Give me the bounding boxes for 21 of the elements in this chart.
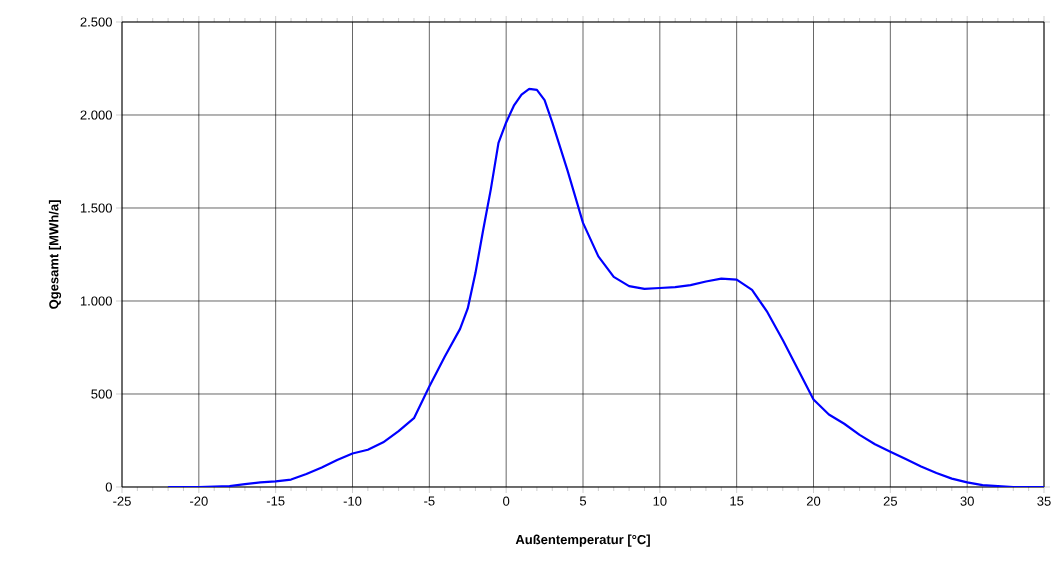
x-tick-label: 30 xyxy=(960,496,974,506)
x-tick-label: 10 xyxy=(653,496,667,506)
y-tick-label: 1.000 xyxy=(80,296,112,306)
y-tick-label: 0 xyxy=(105,482,112,492)
x-tick-label: -5 xyxy=(424,496,435,506)
x-tick-label: -10 xyxy=(343,496,362,506)
y-tick-label: 1.500 xyxy=(80,203,112,213)
x-tick-label: 5 xyxy=(579,496,587,506)
y-axis-title: Qgesamt [MWh/a] xyxy=(48,200,62,309)
x-axis-title: Außentemperatur [°C] xyxy=(515,534,650,547)
x-tick-label: 20 xyxy=(806,496,821,506)
x-tick-label: -15 xyxy=(266,496,285,506)
x-tick-label: 25 xyxy=(883,496,898,506)
x-tick-label: 0 xyxy=(503,496,510,506)
x-tick-label: -20 xyxy=(190,496,208,506)
x-tick-label: -25 xyxy=(113,496,131,506)
y-tick-label: 500 xyxy=(91,389,112,399)
y-tick-label: 2.000 xyxy=(80,110,112,120)
x-tick-label: 35 xyxy=(1037,496,1051,506)
x-tick-label: 15 xyxy=(730,496,744,506)
y-tick-label: 2.500 xyxy=(80,17,112,27)
